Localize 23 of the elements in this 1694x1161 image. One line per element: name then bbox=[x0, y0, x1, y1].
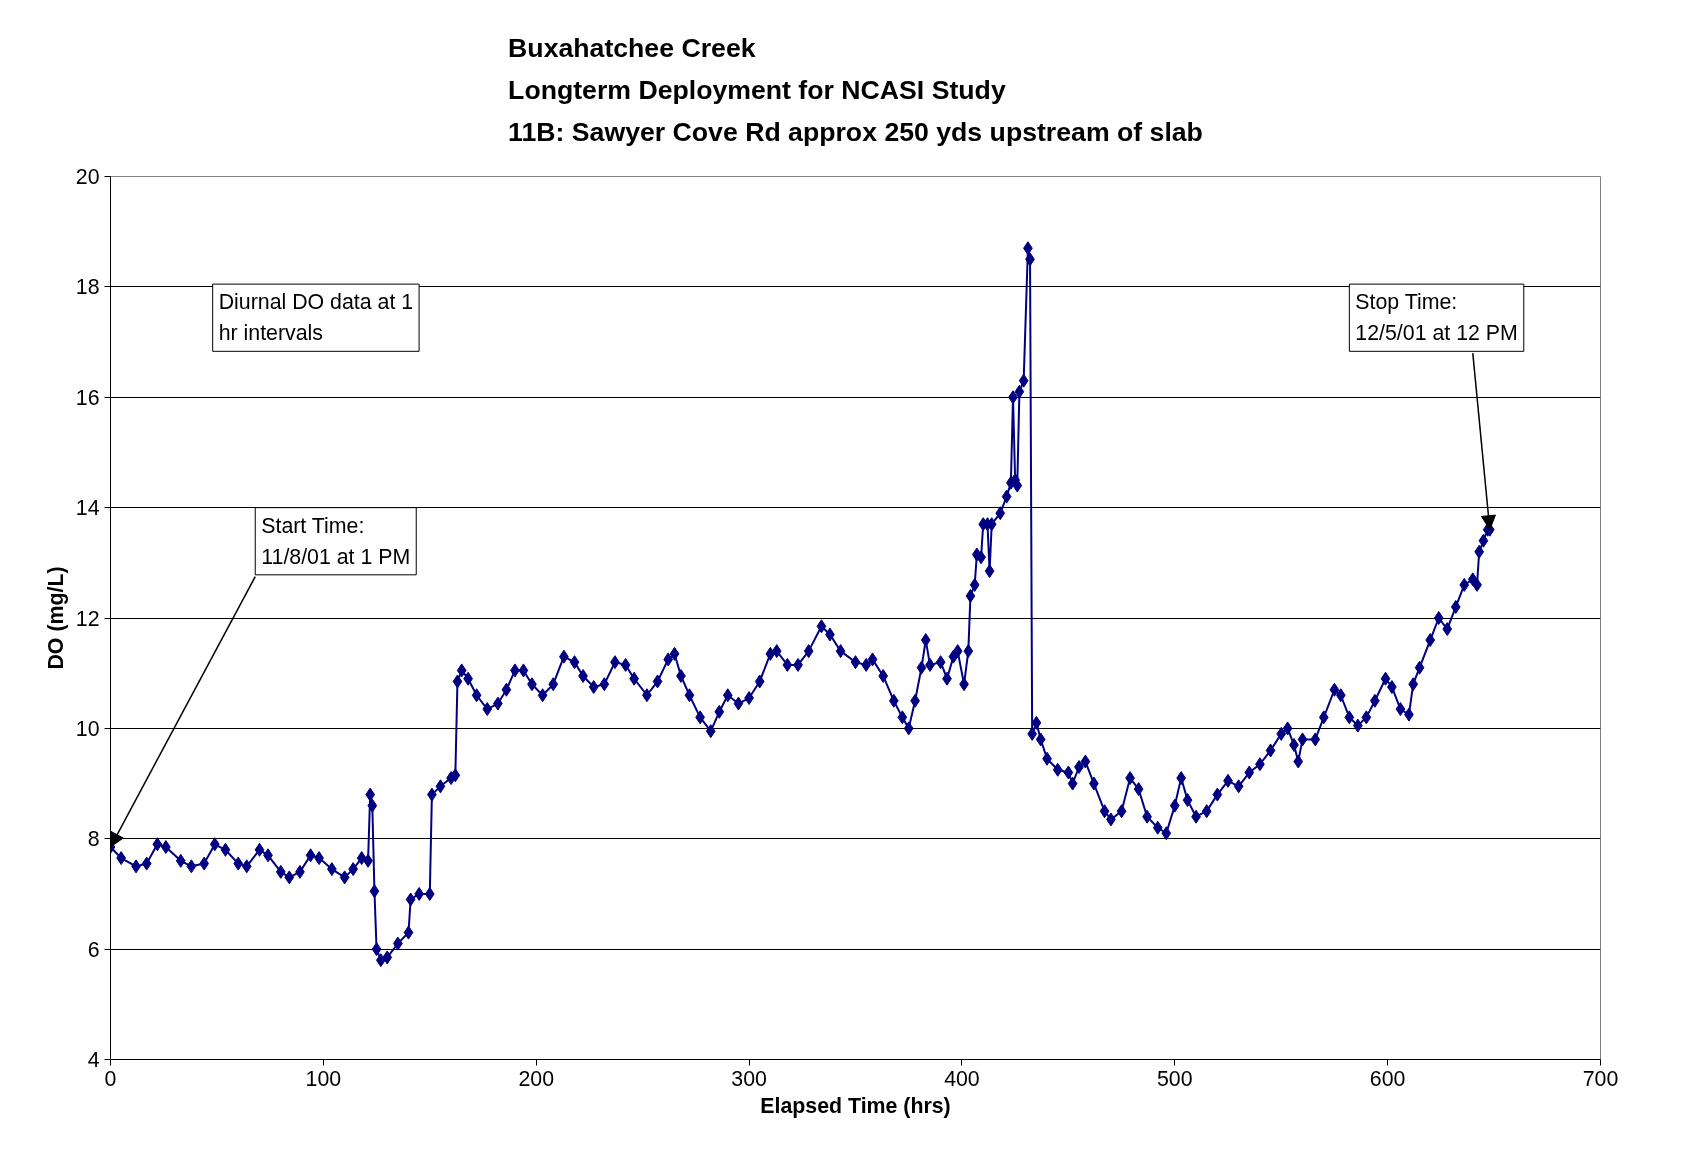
y-tick-label: 6 bbox=[87, 937, 100, 962]
y-tick-label: 10 bbox=[75, 716, 100, 741]
annotation: Stop Time: 12/5/01 at 12 PM bbox=[1355, 290, 1518, 346]
x-tick-label: 700 bbox=[1582, 1066, 1619, 1091]
y-axis-title: DO (mg/L) bbox=[43, 566, 68, 670]
x-tick-label: 600 bbox=[1369, 1066, 1406, 1091]
y-tick-label: 20 bbox=[75, 165, 100, 189]
y-tick-label: 18 bbox=[75, 275, 100, 300]
x-tick-label: 300 bbox=[731, 1066, 767, 1091]
x-tick-label: 400 bbox=[944, 1066, 980, 1091]
x-tick-label: 500 bbox=[1156, 1066, 1193, 1091]
y-tick-label: 16 bbox=[75, 385, 100, 410]
y-tick-label: 14 bbox=[75, 496, 100, 521]
annotation: Start Time: 11/8/01 at 1 PM bbox=[261, 513, 411, 569]
x-tick-label: 0 bbox=[104, 1066, 117, 1091]
y-tick-label: 12 bbox=[75, 606, 100, 631]
x-tick-label: 100 bbox=[305, 1066, 342, 1091]
annotation: Diurnal DO data at 1 hr intervals bbox=[218, 290, 414, 346]
x-axis-title: Elapsed Time (hrs) bbox=[760, 1093, 951, 1118]
y-tick-label: 4 bbox=[87, 1048, 100, 1072]
x-tick-label: 200 bbox=[518, 1066, 555, 1091]
y-tick-label: 8 bbox=[87, 827, 100, 852]
chart-title: Buxahatchee Creek Longterm Deployment for NCASI Study 11B: Sawyer Cove Rd approx 250 yds upstream of slab bbox=[508, 32, 1203, 147]
